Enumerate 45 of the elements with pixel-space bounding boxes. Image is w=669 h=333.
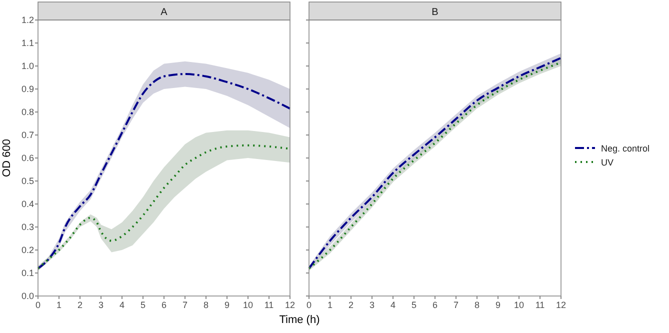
x-tick-label: 0 xyxy=(35,300,41,310)
y-tick-label: 0.2 xyxy=(21,245,34,255)
x-tick-label: 3 xyxy=(98,300,104,310)
x-tick-label: 8 xyxy=(474,300,480,310)
legend-label: UV xyxy=(601,158,614,168)
y-tick-label: 0.4 xyxy=(21,199,34,209)
x-tick-label: 3 xyxy=(369,300,375,310)
x-tick-label: 5 xyxy=(140,300,146,310)
x-tick-label: 12 xyxy=(284,300,296,310)
x-tick-label: 9 xyxy=(224,300,230,310)
y-tick-label: 0.6 xyxy=(21,153,34,163)
y-tick-label: 0.3 xyxy=(21,222,34,232)
x-tick-label: 2 xyxy=(77,300,83,310)
x-tick-label: 12 xyxy=(556,300,566,310)
x-axis-title: Time (h) xyxy=(279,314,320,326)
legend-label: Neg. control xyxy=(601,144,650,154)
x-tick-label: 0 xyxy=(306,300,312,310)
y-tick-label: 0.1 xyxy=(21,268,34,278)
y-tick-label: 0.9 xyxy=(21,84,34,94)
x-tick-label: 1 xyxy=(56,300,62,310)
x-tick-label: 1 xyxy=(327,300,333,310)
x-tick-label: 7 xyxy=(453,300,459,310)
x-tick-label: 4 xyxy=(390,300,396,310)
y-tick-label: 0.0 xyxy=(21,291,34,301)
x-tick-label: 11 xyxy=(535,300,545,310)
chart-title: A xyxy=(160,7,168,18)
x-tick-label: 10 xyxy=(242,300,254,310)
y-tick-label: 0.7 xyxy=(21,130,34,140)
x-tick-label: 4 xyxy=(119,300,125,310)
y-tick-label: 1.2 xyxy=(21,15,34,25)
x-tick-label: 6 xyxy=(432,300,438,310)
x-tick-label: 2 xyxy=(348,300,354,310)
y-tick-label: 0.8 xyxy=(21,107,34,117)
y-tick-label: 0.5 xyxy=(21,176,34,186)
x-tick-label: 10 xyxy=(514,300,524,310)
x-tick-label: 7 xyxy=(182,300,188,310)
y-axis-title: OD 600 xyxy=(1,139,13,177)
x-tick-label: 11 xyxy=(264,300,274,310)
x-tick-label: 5 xyxy=(411,300,417,310)
chart-title: B xyxy=(432,7,439,18)
x-tick-label: 9 xyxy=(495,300,501,310)
x-tick-label: 6 xyxy=(161,300,167,310)
x-tick-label: 8 xyxy=(203,300,209,310)
y-tick-label: 1.1 xyxy=(21,38,34,48)
y-tick-label: 1.0 xyxy=(21,61,34,71)
